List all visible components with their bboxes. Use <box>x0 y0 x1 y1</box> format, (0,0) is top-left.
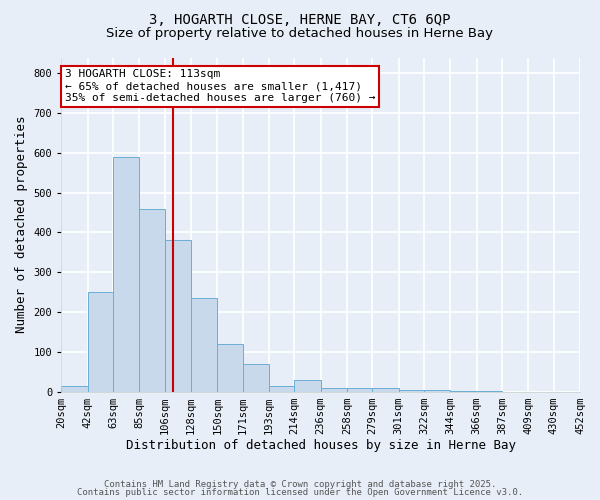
Bar <box>399 390 424 392</box>
Bar <box>113 157 139 392</box>
Bar <box>269 386 294 392</box>
Bar <box>191 298 217 392</box>
Bar <box>88 292 113 392</box>
Bar <box>320 388 347 392</box>
Bar <box>294 380 320 392</box>
Bar <box>139 208 164 392</box>
Text: 3, HOGARTH CLOSE, HERNE BAY, CT6 6QP: 3, HOGARTH CLOSE, HERNE BAY, CT6 6QP <box>149 12 451 26</box>
Bar <box>451 391 477 392</box>
Text: 3 HOGARTH CLOSE: 113sqm
← 65% of detached houses are smaller (1,417)
35% of semi: 3 HOGARTH CLOSE: 113sqm ← 65% of detache… <box>65 70 376 102</box>
Bar <box>372 388 399 392</box>
Bar <box>217 344 242 392</box>
Bar <box>164 240 191 392</box>
Text: Contains public sector information licensed under the Open Government Licence v3: Contains public sector information licen… <box>77 488 523 497</box>
Y-axis label: Number of detached properties: Number of detached properties <box>15 116 28 334</box>
Bar <box>424 390 451 392</box>
Text: Contains HM Land Registry data © Crown copyright and database right 2025.: Contains HM Land Registry data © Crown c… <box>104 480 496 489</box>
Bar <box>242 364 269 392</box>
Text: Size of property relative to detached houses in Herne Bay: Size of property relative to detached ho… <box>107 28 493 40</box>
Bar <box>347 388 372 392</box>
Bar <box>61 386 88 392</box>
X-axis label: Distribution of detached houses by size in Herne Bay: Distribution of detached houses by size … <box>125 440 515 452</box>
